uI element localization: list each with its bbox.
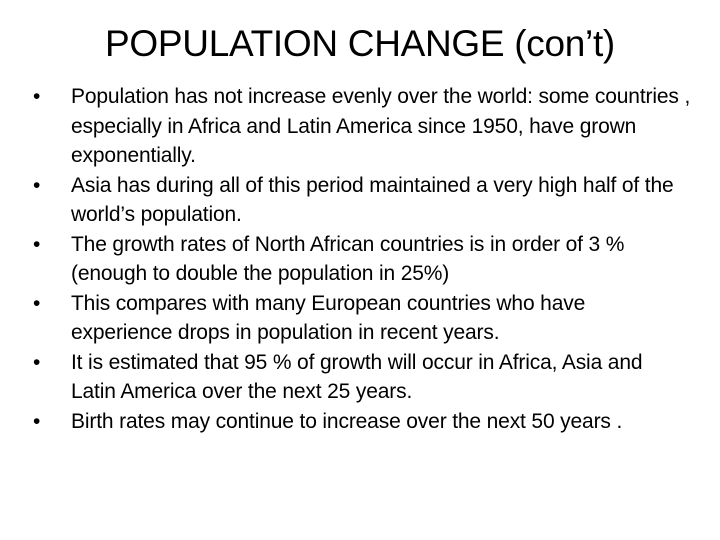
bullet-dot-icon: • [33, 350, 41, 374]
bullet-text: Population has not increase evenly over … [71, 85, 691, 167]
bullet-item: • Population has not increase evenly ove… [0, 82, 691, 171]
slide-title: POPULATION CHANGE (con’t) [105, 23, 615, 64]
bullet-item: • Asia has during all of this period mai… [0, 171, 691, 230]
bullet-dot-icon: • [33, 409, 41, 433]
bullet-item: • This compares with many European count… [0, 289, 691, 348]
bullet-dot-icon: • [33, 291, 41, 315]
bullet-text: It is estimated that 95 % of growth will… [71, 350, 643, 404]
bullet-item: • The growth rates of North African coun… [0, 230, 691, 289]
bullet-item: • Birth rates may continue to increase o… [0, 407, 691, 437]
bullet-dot-icon: • [33, 85, 41, 108]
bullet-text: Asia has during all of this period maint… [71, 173, 674, 227]
bullet-text: This compares with many European countri… [71, 291, 586, 345]
bullet-text: The growth rates of North African countr… [71, 232, 625, 286]
bullet-dot-icon: • [33, 173, 41, 197]
bullet-list: • Population has not increase evenly ove… [0, 82, 720, 436]
bullet-item: • It is estimated that 95 % of growth wi… [0, 348, 691, 407]
bullet-text: Birth rates may continue to increase ove… [71, 409, 623, 433]
bullet-dot-icon: • [33, 232, 41, 256]
